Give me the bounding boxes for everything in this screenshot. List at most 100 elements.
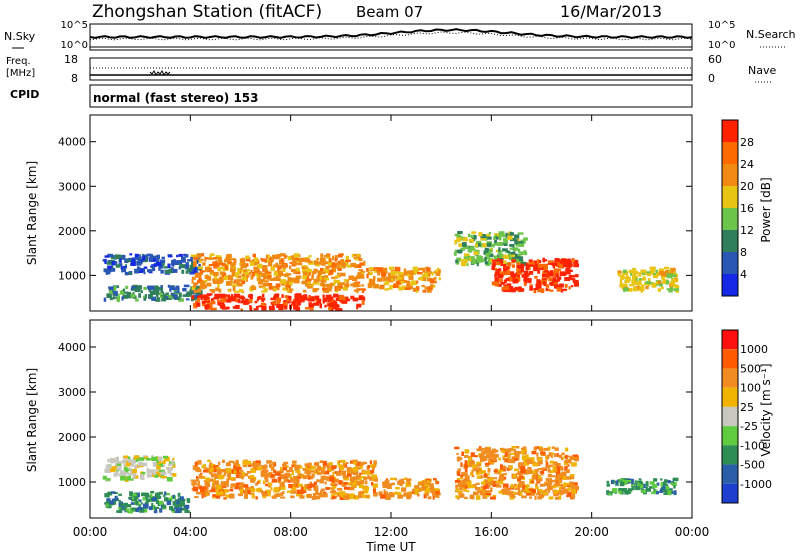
data-cell [343,495,350,500]
data-cell [413,488,415,493]
data-cell [334,275,340,278]
data-cell [270,266,275,272]
data-cell [374,269,377,273]
data-cell [233,281,238,284]
data-cell [197,254,201,258]
data-cell [141,471,146,475]
data-cell [406,495,411,500]
data-cell [209,471,213,475]
data-cell [520,447,526,450]
data-cell [536,259,540,264]
data-cell [218,303,221,306]
data-cell [231,284,237,287]
data-cell [523,237,528,241]
data-cell [241,298,245,302]
data-cell [495,449,499,453]
data-cell [470,234,475,239]
data-cell [391,278,394,282]
data-cell [148,289,151,293]
velocity-ylabel: Slant Range [km] [25,368,39,472]
data-cell [507,262,512,267]
data-cell [658,268,665,273]
data-cell [547,485,553,491]
data-cell [160,269,164,274]
data-cell [535,486,539,490]
data-cell [519,476,524,479]
data-cell [637,480,643,484]
data-cell [256,481,259,484]
data-cell [185,298,190,301]
data-cell [228,475,231,480]
data-cell [509,244,515,247]
data-cell [140,290,143,294]
data-cell [494,271,501,275]
data-cell [231,265,236,269]
data-cell [544,488,549,491]
data-cell [560,465,563,471]
data-cell [187,259,193,262]
data-cell [119,258,122,263]
nsky-label: N.Sky [4,30,36,43]
data-cell [166,492,170,496]
data-cell [312,271,317,275]
data-cell [273,271,280,276]
data-cell [357,284,361,287]
data-cell [549,460,554,464]
data-cell [256,461,261,466]
data-cell [337,282,343,287]
data-cell [431,271,434,276]
data-cell [540,448,543,453]
data-cell [520,473,523,477]
data-cell [107,491,113,496]
data-cell [405,478,412,481]
data-cell [234,304,240,310]
data-cell [389,285,394,288]
data-cell [504,267,508,271]
data-cell [162,261,165,266]
data-cell [152,267,156,272]
data-cell [480,475,483,479]
data-cell [317,282,320,286]
data-cell [519,263,525,267]
data-cell [511,446,516,449]
data-cell [356,264,362,268]
data-cell [356,288,361,291]
data-cell [516,270,523,275]
data-cell [554,447,559,451]
data-cell [248,464,252,468]
colorbar-segment [722,445,738,465]
data-cell [122,288,126,292]
data-cell [296,489,302,494]
data-cell [322,284,329,287]
data-cell [573,281,579,287]
data-cell [414,491,419,495]
data-cell [493,469,498,473]
data-cell [265,489,271,493]
data-cell [157,297,160,300]
data-cell [163,266,168,269]
data-cell [201,493,204,499]
data-cell [304,258,310,263]
data-cell [331,490,336,493]
data-cell [660,482,664,487]
data-cell [106,293,112,298]
data-cell [455,484,459,490]
data-cell [232,286,236,291]
data-cell [369,476,373,481]
colorbar-tick-label: 20 [740,180,754,193]
data-cell [142,503,149,509]
data-cell [380,494,386,499]
data-cell [534,495,537,500]
data-cell [315,496,321,500]
data-cell [247,460,251,465]
data-cell [338,464,343,468]
data-cell [480,447,487,451]
data-cell [240,263,245,269]
data-cell [507,253,511,258]
data-cell [506,270,511,275]
data-cell [227,274,231,279]
data-cell [378,491,383,496]
data-cell [342,265,346,269]
data-cell [559,489,565,495]
data-cell [390,271,397,276]
